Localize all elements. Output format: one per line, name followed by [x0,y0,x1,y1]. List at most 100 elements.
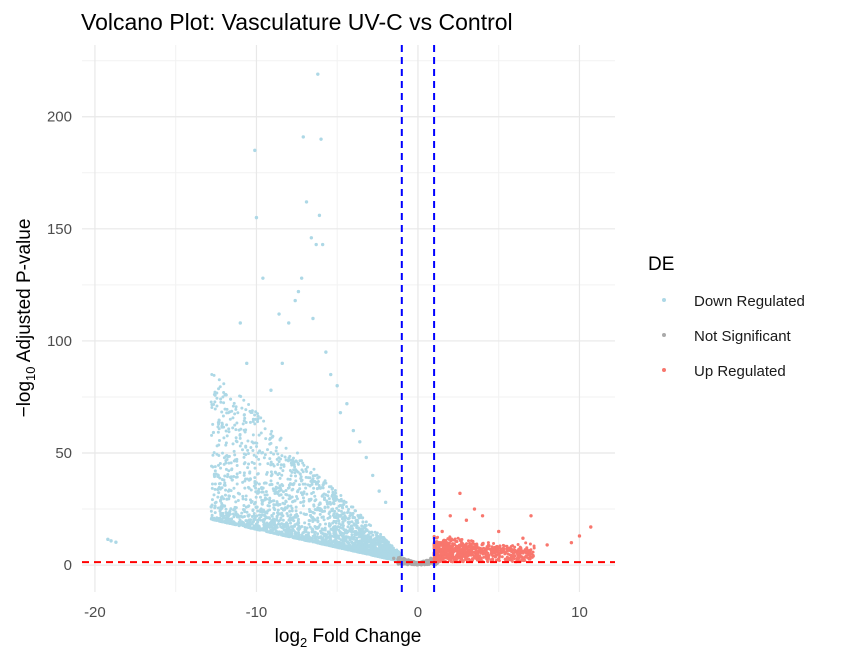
point-down-regulated [272,489,276,493]
point-down-regulated [378,537,382,541]
point-down-regulated [283,522,287,526]
point-down-regulated [247,402,251,406]
point-up-regulated [459,543,463,547]
point-down-regulated [276,452,280,456]
point-down-regulated [290,506,294,510]
point-down-regulated [213,407,217,411]
point-down-regulated [335,512,339,516]
legend-label-down-regulated: Down Regulated [694,293,805,310]
point-down-regulated [261,276,265,280]
point-down-regulated [362,545,366,549]
point-down-regulated [268,521,272,525]
point-down-regulated [241,422,245,426]
point-down-regulated [280,361,284,366]
point-down-regulated [324,522,328,526]
point-down-regulated [289,461,293,465]
point-down-regulated [228,519,232,523]
point-down-regulated [338,410,343,415]
point-down-regulated [238,321,242,325]
point-up-regulated [443,548,447,552]
point-down-regulated [296,519,300,523]
point-down-regulated [295,497,299,501]
point-not-significant [429,556,433,561]
point-down-regulated [263,523,267,527]
point-down-regulated [231,416,235,420]
point-down-regulated [301,504,305,508]
point-up-regulated [480,542,484,546]
point-up-regulated [497,548,501,552]
point-down-regulated [262,456,266,460]
point-up-regulated [516,543,520,547]
point-down-regulated [291,500,295,504]
point-down-regulated [233,423,237,427]
point-down-regulated [294,533,298,537]
point-down-regulated [343,528,347,532]
point-up-regulated [525,546,529,550]
point-down-regulated [242,471,246,475]
point-down-regulated [276,508,280,512]
point-down-regulated [263,493,267,497]
point-down-regulated [310,482,314,486]
point-down-regulated [353,509,357,513]
point-down-regulated [222,382,226,386]
point-down-regulated [333,498,337,502]
point-down-regulated [220,486,224,490]
point-down-regulated [252,519,256,523]
point-down-regulated [299,276,304,280]
point-down-regulated [218,476,222,480]
point-up-regulated [505,544,509,548]
point-down-regulated [313,534,317,538]
point-down-regulated [246,466,250,470]
point-down-regulated [282,464,286,468]
point-up-regulated [472,507,477,511]
point-down-regulated [311,477,315,481]
point-down-regulated [220,477,224,481]
point-down-regulated [243,486,247,490]
point-down-regulated [249,446,253,450]
x-axis-title: log2 Fold Change [275,626,422,650]
point-down-regulated [281,508,285,512]
point-down-regulated [366,533,370,537]
point-down-regulated [252,524,256,528]
y-tick-label: 200 [47,109,72,126]
point-down-regulated [299,501,303,505]
data-points [106,72,593,567]
point-down-regulated [377,489,381,493]
point-up-regulated [524,555,528,559]
point-down-regulated [255,481,259,485]
point-down-regulated [213,501,217,505]
point-down-regulated [335,527,339,531]
point-down-regulated [213,469,217,473]
point-down-regulated [238,471,242,475]
point-down-regulated [315,535,319,539]
point-down-regulated [279,463,283,467]
point-down-regulated [254,486,258,490]
threshold-lines [82,45,615,592]
point-up-regulated [472,547,476,551]
point-down-regulated [301,470,305,474]
point-down-regulated [215,452,219,456]
point-down-regulated [364,527,368,531]
point-down-regulated [248,477,252,481]
point-down-regulated [327,512,331,516]
point-up-regulated [518,554,522,558]
point-up-regulated [513,548,517,552]
point-down-regulated [339,523,343,527]
point-down-regulated [233,458,237,462]
point-down-regulated [309,513,313,517]
point-down-regulated [220,506,224,510]
point-down-regulated [310,527,314,531]
point-down-regulated [228,521,232,525]
point-up-regulated [577,534,582,538]
point-down-regulated [265,497,269,501]
point-down-regulated [257,482,261,486]
point-down-regulated [210,498,214,502]
point-down-regulated [383,500,388,505]
point-down-regulated [277,312,281,316]
point-down-regulated [332,535,336,539]
point-down-regulated [262,419,266,423]
point-down-regulated [361,533,365,537]
point-down-regulated [344,516,348,520]
point-down-regulated [233,522,237,526]
point-down-regulated [335,544,339,548]
